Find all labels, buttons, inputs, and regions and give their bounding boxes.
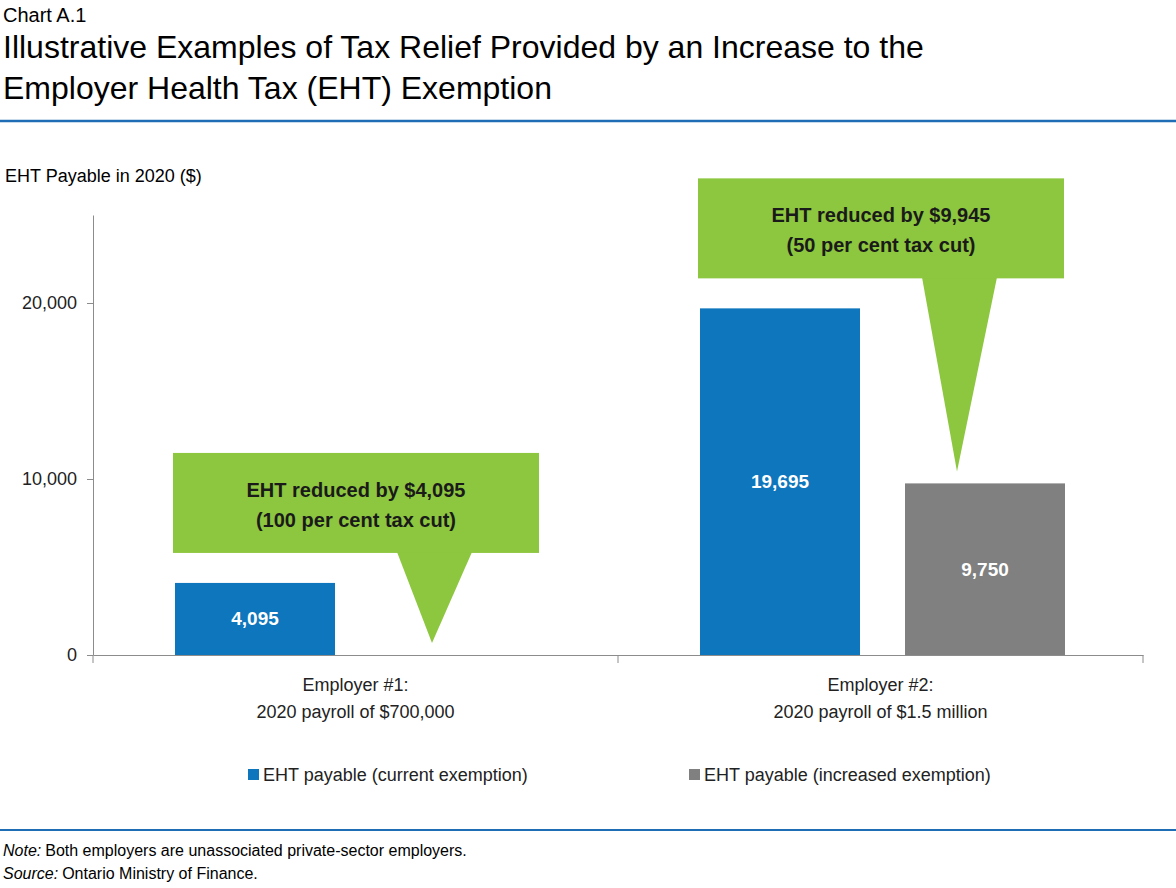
x-axis: Employer #1:2020 payroll of $700,000Empl… bbox=[94, 655, 1144, 722]
callout-text: (50 per cent tax cut) bbox=[787, 234, 976, 256]
callout-box bbox=[173, 453, 539, 553]
bar bbox=[905, 483, 1065, 655]
legend-label: EHT payable (increased exemption) bbox=[704, 765, 991, 785]
title: Illustrative Examples of Tax Relief Prov… bbox=[3, 29, 924, 65]
y-tick-label: 0 bbox=[67, 645, 77, 665]
callout-text: (100 per cent tax cut) bbox=[256, 509, 456, 531]
x-tick-label-line: Employer #2: bbox=[827, 675, 933, 695]
callout-pointer bbox=[397, 552, 472, 643]
callout-pointer bbox=[922, 277, 997, 471]
x-tick-label-line: Employer #1: bbox=[302, 675, 408, 695]
bar bbox=[380, 655, 540, 656]
footnote-label: Source: bbox=[3, 865, 58, 882]
legend-swatch bbox=[248, 769, 259, 780]
category-separator bbox=[93, 655, 94, 663]
y-axis-title: EHT Payable in 2020 ($) bbox=[5, 166, 202, 186]
callout-text: EHT reduced by $9,945 bbox=[772, 204, 991, 226]
x-tick-label-line: 2020 payroll of $700,000 bbox=[256, 702, 454, 722]
footnote-label: Note: bbox=[3, 842, 41, 859]
footnote-text: Both employers are unassociated private-… bbox=[45, 842, 467, 859]
y-tick-mark bbox=[87, 479, 93, 480]
bar bbox=[175, 583, 335, 655]
y-tick-mark bbox=[87, 655, 93, 656]
annotations: EHT reduced by $4,095 (100 per cent tax c… bbox=[173, 178, 1064, 643]
category-separator bbox=[618, 655, 619, 663]
callout-text: EHT reduced by $4,095 bbox=[247, 479, 466, 501]
y-tick-mark bbox=[87, 303, 93, 304]
y-tick: 0 bbox=[67, 645, 93, 665]
legend-swatch bbox=[689, 769, 700, 780]
data-label: 4,095 bbox=[231, 608, 279, 629]
callout-box bbox=[698, 178, 1064, 278]
chart: Chart A.1 Illustrative Examples of Tax Re… bbox=[0, 0, 1176, 888]
y-tick-label: 10,000 bbox=[22, 469, 77, 489]
y-tick: 20,000 bbox=[22, 293, 93, 313]
title-rule bbox=[0, 120, 1176, 123]
legend: EHT payable (current exemption) EHT payab… bbox=[248, 765, 991, 785]
footnote: Source:Ontario Ministry of Finance. bbox=[3, 865, 258, 882]
chart-label: Chart A.1 bbox=[3, 4, 86, 26]
x-tick-label: Employer #1: 2020 payroll of $700,000 bbox=[256, 675, 454, 722]
x-tick-label: Employer #2: 2020 payroll of $1.5 million bbox=[773, 675, 987, 722]
category-separator bbox=[1143, 655, 1144, 663]
x-tick: Employer #2: 2020 payroll of $1.5 million bbox=[773, 655, 987, 722]
bar bbox=[700, 308, 860, 655]
x-tick: Employer #1: 2020 payroll of $700,000 bbox=[256, 655, 454, 722]
x-tick-label-line: 2020 payroll of $1.5 million bbox=[773, 702, 987, 722]
footnote-text: Ontario Ministry of Finance. bbox=[62, 865, 258, 882]
title: Employer Health Tax (EHT) Exemption bbox=[3, 70, 552, 106]
bars bbox=[175, 308, 1065, 655]
y-tick-label: 20,000 bbox=[22, 293, 77, 313]
y-tick: 10,000 bbox=[22, 469, 93, 489]
y-axis: 0 10,000 20,000 bbox=[22, 216, 94, 666]
footnote: Note:Both employers are unassociated pri… bbox=[3, 842, 467, 859]
footer-rule bbox=[0, 829, 1176, 831]
data-label: 9,750 bbox=[961, 559, 1009, 580]
legend-label: EHT payable (current exemption) bbox=[263, 765, 528, 785]
data-label: 19,695 bbox=[751, 471, 810, 492]
y-axis-line bbox=[93, 216, 94, 656]
